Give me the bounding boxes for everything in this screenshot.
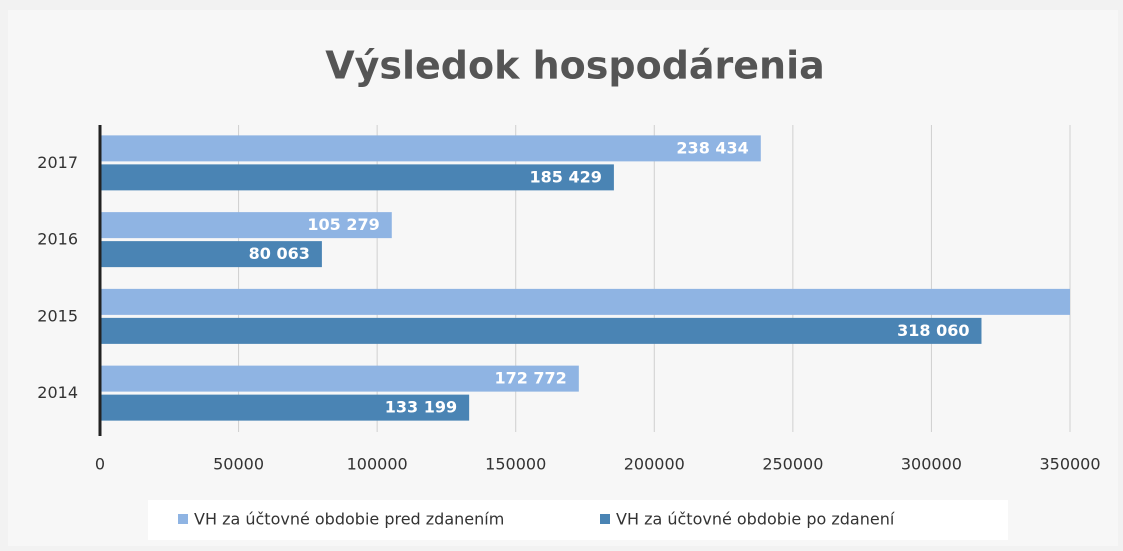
y-tick-label: 2014 (37, 383, 78, 402)
x-tick-label: 350000 (1039, 455, 1100, 474)
legend-swatch (178, 514, 188, 524)
bar (100, 241, 322, 268)
data-label: 238 434 (676, 138, 748, 157)
legend-label: VH za účtovné obdobie po zdanení (616, 510, 895, 529)
x-tick-label: 50000 (213, 455, 264, 474)
data-label: 185 429 (530, 167, 602, 186)
bar (100, 394, 470, 421)
chart-area (8, 10, 1118, 546)
data-label: 105 279 (307, 215, 379, 234)
legend-box (148, 500, 1008, 540)
data-label: 318 060 (897, 321, 969, 340)
y-tick-label: 2017 (37, 153, 78, 172)
bar (100, 317, 982, 344)
bar (100, 164, 614, 191)
legend-label: VH za účtovné obdobie pred zdanením (194, 510, 504, 529)
x-tick-label: 200000 (624, 455, 685, 474)
bar (100, 212, 392, 239)
bar (100, 365, 579, 392)
data-label: 172 772 (494, 369, 566, 388)
y-tick-label: 2015 (37, 306, 78, 325)
y-tick-label: 2016 (37, 230, 78, 249)
data-label: 133 199 (385, 398, 457, 417)
x-tick-label: 300000 (901, 455, 962, 474)
bar (100, 135, 761, 162)
bar (100, 288, 1070, 315)
chart-title: Výsledok hospodárenia (325, 44, 825, 88)
data-label: 80 063 (249, 244, 310, 263)
x-tick-label: 100000 (347, 455, 408, 474)
legend-swatch (600, 514, 610, 524)
x-tick-label: 250000 (762, 455, 823, 474)
x-tick-label: 150000 (485, 455, 546, 474)
x-tick-label: 0 (95, 455, 105, 474)
